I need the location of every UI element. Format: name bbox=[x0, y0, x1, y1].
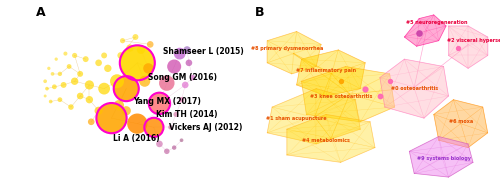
Circle shape bbox=[186, 60, 192, 66]
Text: #6 moxa: #6 moxa bbox=[448, 119, 473, 124]
Circle shape bbox=[44, 79, 47, 83]
Circle shape bbox=[85, 80, 94, 89]
Circle shape bbox=[44, 94, 46, 98]
Circle shape bbox=[139, 76, 150, 87]
Polygon shape bbox=[296, 50, 365, 96]
Circle shape bbox=[94, 107, 102, 115]
Text: #9 systems biology: #9 systems biology bbox=[416, 156, 470, 161]
Circle shape bbox=[120, 45, 155, 80]
Circle shape bbox=[52, 84, 57, 89]
Circle shape bbox=[96, 103, 126, 133]
Circle shape bbox=[159, 75, 174, 91]
Point bbox=[415, 32, 423, 35]
Circle shape bbox=[60, 82, 66, 88]
Polygon shape bbox=[434, 100, 488, 148]
Polygon shape bbox=[448, 26, 488, 68]
Point bbox=[386, 80, 394, 83]
Text: Yang MX (2017): Yang MX (2017) bbox=[134, 97, 202, 106]
Circle shape bbox=[71, 78, 78, 85]
Circle shape bbox=[147, 41, 154, 48]
Text: #7 inflammatory pain: #7 inflammatory pain bbox=[296, 68, 356, 73]
Circle shape bbox=[101, 52, 107, 58]
Circle shape bbox=[45, 87, 49, 90]
Text: #2 visceral hypersensitivity: #2 visceral hypersensitivity bbox=[447, 38, 500, 43]
Circle shape bbox=[137, 46, 145, 54]
Circle shape bbox=[98, 83, 110, 94]
Text: Shamseer L (2015): Shamseer L (2015) bbox=[163, 47, 244, 56]
Circle shape bbox=[77, 93, 84, 99]
Circle shape bbox=[179, 97, 184, 103]
Circle shape bbox=[144, 118, 164, 137]
Polygon shape bbox=[287, 114, 375, 162]
Circle shape bbox=[66, 64, 71, 69]
Point bbox=[336, 80, 344, 83]
Circle shape bbox=[156, 141, 162, 147]
Circle shape bbox=[110, 74, 124, 88]
Text: #1 sham acupuncture: #1 sham acupuncture bbox=[266, 116, 327, 121]
Circle shape bbox=[47, 67, 50, 70]
Text: Li A (2016): Li A (2016) bbox=[114, 134, 160, 143]
Polygon shape bbox=[380, 59, 448, 118]
Circle shape bbox=[120, 38, 125, 43]
Circle shape bbox=[58, 97, 62, 102]
Text: B: B bbox=[255, 6, 264, 19]
Text: #0 osteoarthritis: #0 osteoarthritis bbox=[390, 86, 438, 91]
Polygon shape bbox=[267, 31, 321, 74]
Circle shape bbox=[180, 138, 184, 142]
Circle shape bbox=[167, 60, 181, 74]
Point bbox=[454, 46, 462, 50]
Point bbox=[376, 94, 384, 98]
Circle shape bbox=[50, 72, 54, 76]
Text: #4 metabolomics: #4 metabolomics bbox=[302, 138, 350, 143]
Circle shape bbox=[77, 71, 83, 77]
Circle shape bbox=[118, 52, 124, 59]
Text: #3 knee osteoarthritis: #3 knee osteoarthritis bbox=[310, 94, 372, 98]
Circle shape bbox=[132, 34, 138, 40]
Circle shape bbox=[127, 113, 148, 134]
Polygon shape bbox=[410, 137, 473, 177]
Circle shape bbox=[68, 104, 73, 110]
Circle shape bbox=[168, 125, 172, 130]
Circle shape bbox=[122, 106, 131, 115]
Circle shape bbox=[49, 100, 52, 103]
Circle shape bbox=[54, 57, 58, 61]
Circle shape bbox=[184, 46, 191, 54]
Circle shape bbox=[143, 63, 154, 74]
Circle shape bbox=[114, 76, 139, 101]
Text: #8 primary dysmenorrhea: #8 primary dysmenorrhea bbox=[250, 46, 323, 50]
Text: #5 neuroregeneration: #5 neuroregeneration bbox=[406, 20, 467, 25]
Circle shape bbox=[174, 48, 186, 60]
Circle shape bbox=[190, 75, 196, 80]
Text: Vickers AJ (2012): Vickers AJ (2012) bbox=[168, 123, 242, 132]
Circle shape bbox=[182, 82, 188, 88]
Circle shape bbox=[126, 44, 134, 52]
Circle shape bbox=[172, 145, 176, 150]
Text: Song GM (2016): Song GM (2016) bbox=[148, 73, 218, 82]
Polygon shape bbox=[267, 89, 360, 144]
Circle shape bbox=[58, 72, 62, 76]
Circle shape bbox=[72, 53, 77, 58]
Circle shape bbox=[88, 118, 94, 125]
Circle shape bbox=[86, 96, 93, 103]
Circle shape bbox=[148, 93, 170, 114]
Circle shape bbox=[83, 56, 88, 62]
Circle shape bbox=[64, 52, 68, 56]
Circle shape bbox=[104, 65, 112, 72]
Circle shape bbox=[96, 60, 102, 66]
Polygon shape bbox=[302, 66, 394, 122]
Text: Kim TH (2014): Kim TH (2014) bbox=[156, 110, 217, 119]
Circle shape bbox=[164, 149, 170, 154]
Circle shape bbox=[174, 112, 178, 117]
Text: A: A bbox=[36, 6, 46, 19]
Point bbox=[361, 87, 369, 90]
Polygon shape bbox=[404, 15, 446, 46]
Circle shape bbox=[114, 100, 124, 110]
